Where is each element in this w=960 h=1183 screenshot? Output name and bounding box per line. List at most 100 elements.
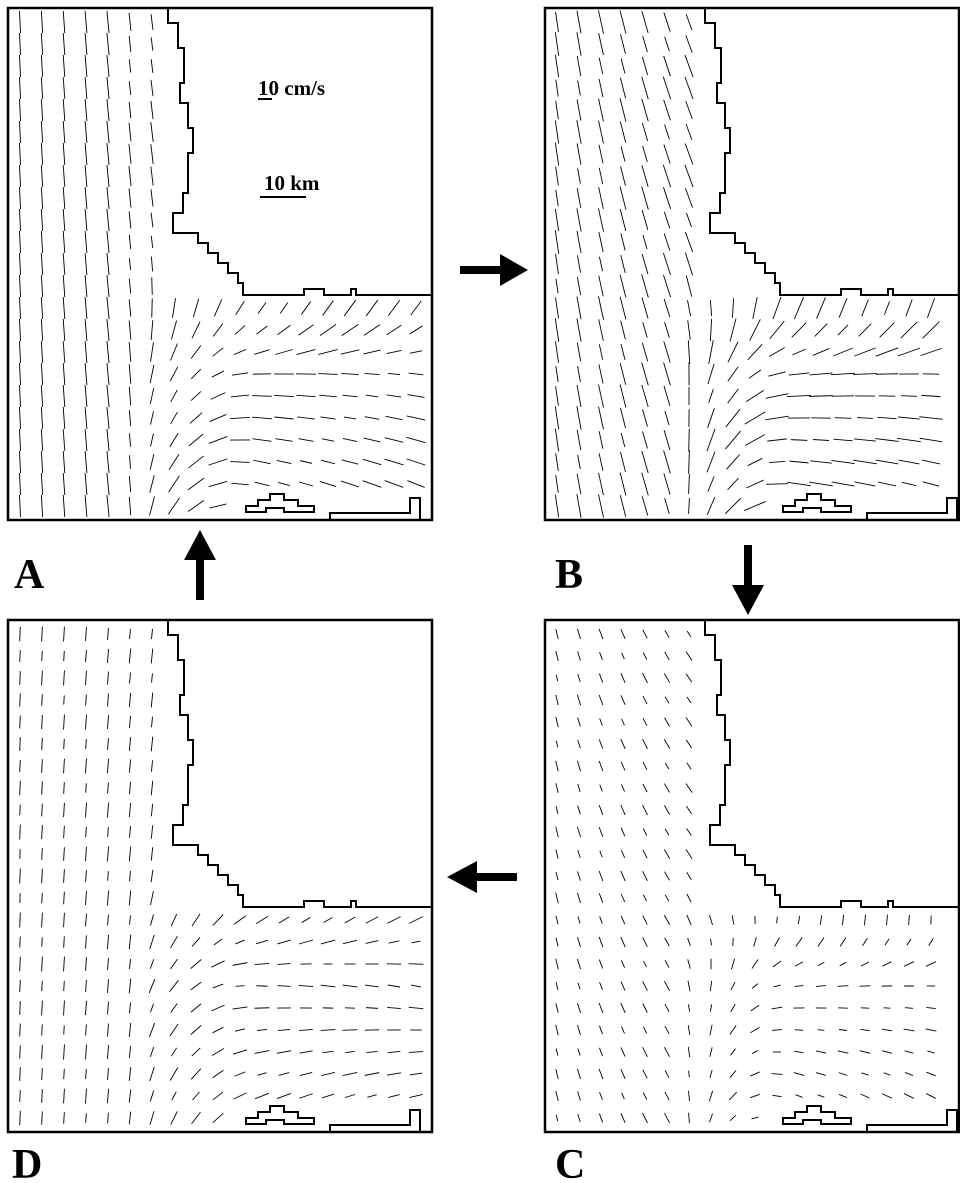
velocity-vector xyxy=(620,738,626,750)
velocity-vector xyxy=(62,384,66,408)
south-coast xyxy=(329,497,421,520)
velocity-vector xyxy=(320,1029,336,1031)
velocity-vector xyxy=(235,985,245,987)
velocity-vector xyxy=(577,1114,581,1122)
velocity-vector xyxy=(128,211,132,229)
velocity-vector xyxy=(19,54,21,78)
velocity-vector xyxy=(555,716,559,728)
velocity-vector xyxy=(904,1072,914,1076)
velocity-vector xyxy=(410,984,422,988)
velocity-vector xyxy=(107,627,109,641)
velocity-vector xyxy=(254,962,270,966)
velocity-vector xyxy=(274,416,294,420)
velocity-vector xyxy=(321,438,335,442)
velocity-vector xyxy=(63,1000,65,1016)
velocity-vector xyxy=(919,416,943,420)
velocity-vector xyxy=(598,805,604,815)
velocity-vector xyxy=(41,1044,43,1060)
velocity-vector xyxy=(576,694,582,706)
velocity-vector xyxy=(641,362,649,386)
velocity-vector xyxy=(752,297,758,319)
velocity-vector xyxy=(598,186,604,210)
velocity-vector xyxy=(555,79,559,97)
velocity-vector xyxy=(922,321,940,339)
island xyxy=(782,1105,852,1125)
velocity-vector xyxy=(170,411,178,425)
velocity-vector xyxy=(684,143,694,165)
velocity-vector xyxy=(62,76,66,100)
velocity-vector xyxy=(900,321,918,339)
velocity-vector xyxy=(84,143,88,165)
velocity-vector xyxy=(129,958,131,970)
velocity-vector xyxy=(662,76,672,100)
velocity-vector xyxy=(620,451,626,473)
velocity-vector xyxy=(687,980,691,992)
velocity-vector xyxy=(903,1093,915,1099)
velocity-vector xyxy=(169,1023,179,1037)
vector-field xyxy=(19,10,426,518)
velocity-vector xyxy=(84,77,88,99)
velocity-vector xyxy=(150,256,154,272)
velocity-vector xyxy=(384,480,404,488)
velocity-vector xyxy=(150,79,154,97)
velocity-vector xyxy=(233,348,247,356)
velocity-vector xyxy=(688,450,690,474)
velocity-vector xyxy=(387,984,401,988)
panel-c xyxy=(543,618,960,1134)
velocity-vector xyxy=(150,736,154,752)
velocity-vector xyxy=(149,1022,155,1038)
velocity-vector xyxy=(40,318,44,342)
velocity-vector xyxy=(107,914,109,926)
velocity-vector xyxy=(150,144,154,164)
velocity-vector xyxy=(63,1088,65,1104)
velocity-vector xyxy=(84,275,88,297)
velocity-vector xyxy=(169,432,179,448)
velocity-vector xyxy=(642,672,648,684)
velocity-vector xyxy=(577,783,581,793)
velocity-vector xyxy=(150,14,154,30)
velocity-vector xyxy=(298,324,314,336)
vector-field xyxy=(555,628,937,1124)
velocity-vector xyxy=(63,847,65,861)
velocity-vector xyxy=(319,481,337,487)
velocity-vector xyxy=(881,1093,893,1099)
velocity-vector xyxy=(576,99,582,121)
velocity-vector xyxy=(84,429,88,451)
velocity-vector xyxy=(599,1091,603,1101)
velocity-vector xyxy=(816,297,826,319)
velocity-vector xyxy=(254,1007,270,1009)
velocity-vector xyxy=(642,849,648,859)
velocity-vector xyxy=(642,828,648,836)
velocity-vector xyxy=(642,695,648,705)
velocity-vector xyxy=(749,319,761,341)
velocity-vector xyxy=(862,938,868,946)
velocity-vector xyxy=(107,827,109,837)
velocity-vector xyxy=(384,437,404,443)
velocity-vector xyxy=(621,1092,625,1100)
velocity-vector xyxy=(642,35,648,53)
velocity-vector xyxy=(230,417,250,419)
velocity-vector xyxy=(129,455,131,469)
velocity-vector xyxy=(688,1090,690,1102)
velocity-vector xyxy=(406,436,426,444)
velocity-vector xyxy=(839,937,847,947)
velocity-vector xyxy=(839,961,847,967)
velocity-vector xyxy=(726,454,740,470)
velocity-vector xyxy=(62,164,66,188)
velocity-vector xyxy=(62,252,66,276)
velocity-vector xyxy=(577,454,581,470)
velocity-vector xyxy=(576,56,582,76)
velocity-vector xyxy=(642,717,648,727)
velocity-vector xyxy=(598,120,604,144)
velocity-vector xyxy=(233,915,247,925)
velocity-vector xyxy=(620,849,626,859)
velocity-vector xyxy=(128,12,132,32)
velocity-vector xyxy=(128,1022,132,1038)
velocity-vector xyxy=(40,296,44,320)
velocity-vector xyxy=(85,627,87,641)
velocity-vector xyxy=(687,340,691,364)
velocity-vector xyxy=(555,1003,559,1013)
velocity-vector xyxy=(727,341,739,363)
velocity-vector xyxy=(555,849,559,859)
velocity-vector xyxy=(664,651,670,661)
